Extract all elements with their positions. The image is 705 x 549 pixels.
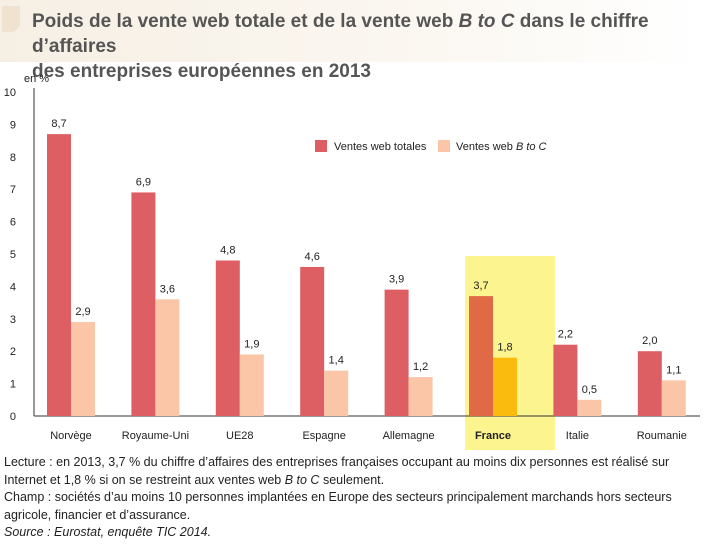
legend-swatch-btoc: [438, 140, 450, 152]
data-label: 4,8: [220, 244, 235, 256]
y-tick-label: 8: [10, 152, 16, 164]
title-text-2: dans le chiffre d’affaires: [32, 11, 649, 57]
footnotes: Lecture : en 2013, 3,7 % du chiffre d’af…: [4, 454, 702, 542]
data-label: 1,4: [329, 355, 344, 367]
data-label: 1,1: [666, 364, 681, 376]
bar-total: [553, 344, 578, 416]
bar-btoc: [155, 299, 180, 416]
data-label: 1,9: [244, 338, 259, 350]
y-axis-label: en %: [24, 73, 49, 85]
lecture-text-a: Internet et 1,8 % si on se restreint aux…: [4, 472, 285, 487]
title-decoration: [2, 6, 20, 32]
x-tick-label: Allemagne: [383, 430, 435, 442]
champ-line-1: Champ : sociétés d’au moins 10 personnes…: [4, 490, 672, 504]
x-tick-label: UE28: [226, 430, 254, 442]
x-tick-label: Roumanie: [637, 430, 687, 442]
title-line-2: des entreprises européennes en 2013: [32, 61, 371, 82]
bar-btoc: [324, 370, 349, 416]
data-label: 1,2: [413, 361, 428, 373]
y-tick-label: 3: [10, 314, 16, 326]
x-tick-label: France: [475, 430, 511, 442]
source-line: Source : Eurostat, enquête TIC 2014.: [4, 525, 212, 539]
bar-total: [47, 134, 71, 416]
y-tick-label: 10: [4, 87, 16, 99]
chart-area: 0 1 2 3 4 5 6 7 8 9 10 en % 8,7 2,9 Norvège 6,9 3,6 Royau…: [0, 66, 705, 450]
x-tick-label: Royaume-Uni: [122, 430, 189, 442]
data-label: 3,9: [389, 274, 404, 286]
bar-total: [469, 296, 493, 416]
bar-total: [637, 351, 662, 416]
bar-btoc: [408, 377, 433, 416]
legend-label-btoc: Ventes web B to C: [456, 141, 547, 153]
x-tick-label: Italie: [566, 430, 589, 442]
lecture-text-b: seulement.: [319, 472, 385, 487]
legend-swatch-total: [315, 140, 327, 152]
y-tick-label: 6: [10, 217, 16, 229]
y-tick-label: 0: [10, 411, 16, 423]
x-tick-label: Espagne: [302, 430, 345, 442]
data-label: 3,7: [473, 280, 488, 292]
data-label: 8,7: [51, 118, 66, 130]
title-band: [0, 0, 705, 62]
lecture-line-2: Internet et 1,8 % si on se restreint aux…: [4, 472, 702, 490]
y-tick-label: 9: [10, 119, 16, 131]
y-tick-label: 5: [10, 249, 16, 261]
data-label: 0,5: [582, 384, 597, 396]
bar-chart: 0 1 2 3 4 5 6 7 8 9 10 en % 8,7 2,9 Norvège 6,9 3,6 Royau…: [4, 73, 700, 450]
bar-total: [131, 192, 156, 416]
data-label: 2,2: [558, 329, 573, 341]
y-tick-label: 7: [10, 184, 16, 196]
title-text-italic: B to C: [458, 11, 515, 32]
data-label: 2,9: [75, 306, 90, 318]
lecture-text-italic: B to C: [284, 472, 320, 487]
data-label: 2,0: [642, 335, 657, 347]
y-tick-label: 1: [10, 379, 16, 391]
legend-label-total: Ventes web totales: [334, 141, 427, 153]
bar-btoc: [71, 322, 95, 416]
bar-btoc: [577, 399, 602, 416]
y-tick-label: 4: [10, 281, 16, 293]
data-label: 1,8: [497, 342, 512, 354]
lecture-line-1: Lecture : en 2013, 3,7 % du chiffre d’af…: [4, 455, 670, 469]
bar-btoc: [239, 354, 264, 416]
data-label: 4,6: [305, 251, 320, 263]
bar-total: [384, 289, 409, 416]
bar-total: [215, 260, 240, 416]
title-text-1: Poids de la vente web totale et de la ve…: [32, 11, 459, 32]
data-label: 6,9: [136, 176, 151, 188]
champ-line-2: agricole, financier et d’assurance.: [4, 507, 191, 522]
chart-title: Poids de la vente web totale et de la ve…: [32, 9, 697, 84]
bar-btoc: [493, 357, 517, 416]
bar-btoc: [661, 380, 686, 416]
y-tick-label: 2: [10, 346, 16, 358]
data-label: 3,6: [160, 283, 175, 295]
x-tick-label: Norvège: [50, 430, 92, 442]
bar-total: [300, 266, 325, 416]
